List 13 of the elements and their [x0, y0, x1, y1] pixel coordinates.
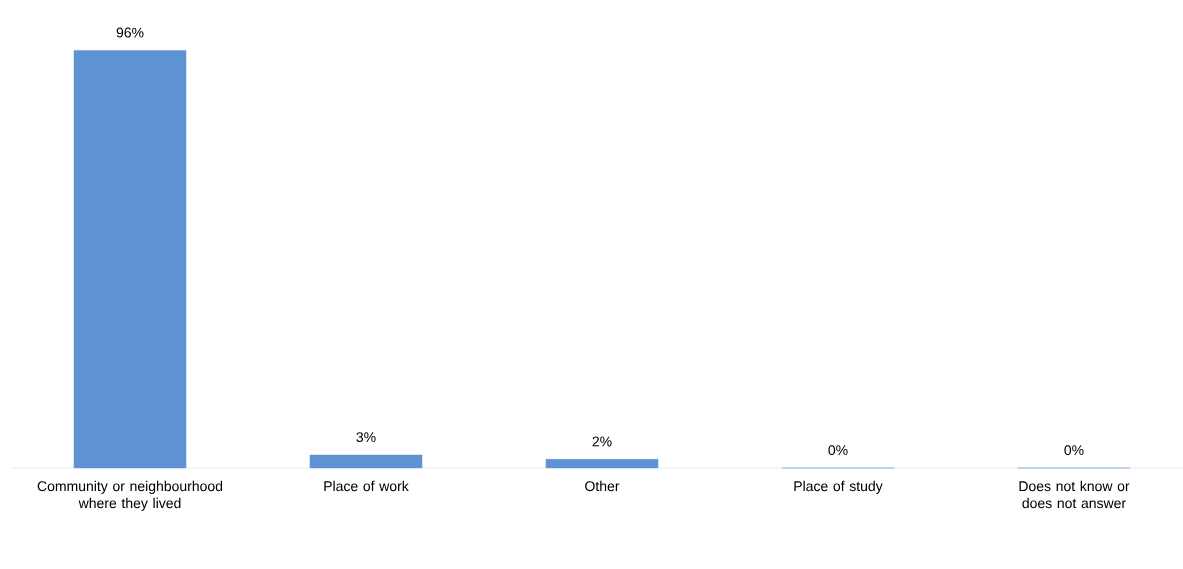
bar	[309, 454, 423, 469]
data-label: 0%	[828, 445, 848, 456]
x-tick-label: Community or neighbourhood where they lived	[37, 480, 223, 511]
x-tick-label: Place of work	[324, 480, 409, 492]
data-label: 0%	[1064, 445, 1084, 456]
x-tick-label: Does not know or does not answer	[1019, 480, 1130, 509]
bar	[545, 459, 659, 469]
data-label: 3%	[356, 432, 376, 443]
data-label: 2%	[592, 436, 612, 447]
x-tick-label: Other	[585, 480, 620, 492]
bar	[73, 50, 187, 469]
data-label: 96%	[116, 27, 144, 38]
x-tick-label: Place of study	[794, 480, 883, 494]
